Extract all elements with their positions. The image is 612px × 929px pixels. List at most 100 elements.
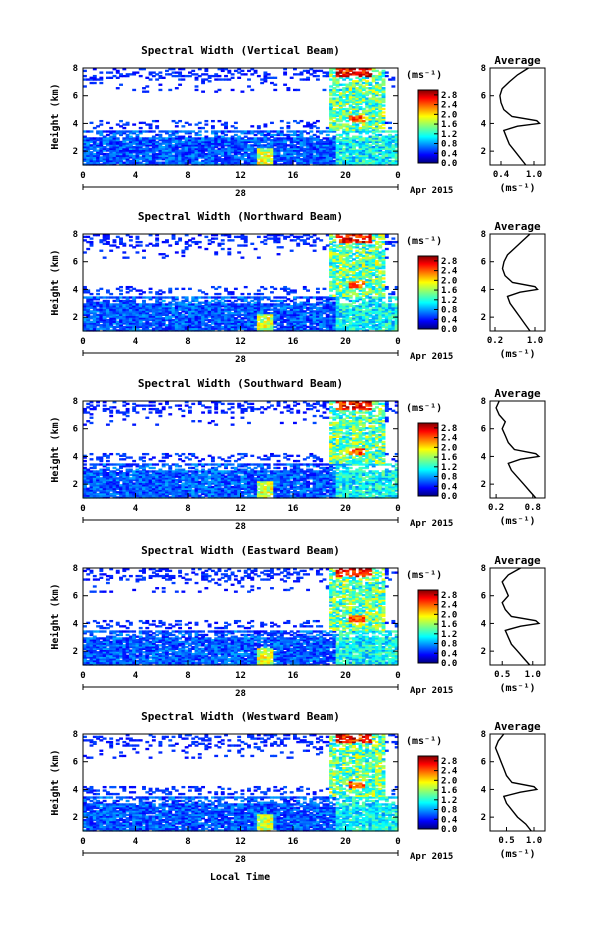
- heatmap-cell: [299, 73, 304, 76]
- heatmap-cell: [188, 151, 192, 154]
- heatmap-cell: [266, 149, 271, 152]
- heatmap-cell: [335, 151, 340, 154]
- heatmap-cell: [178, 156, 183, 159]
- heatmap-cell: [174, 130, 179, 133]
- heatmap-cell: [135, 154, 140, 157]
- heatmap-cell: [266, 73, 271, 76]
- heatmap-cell: [286, 126, 291, 130]
- heatmap-cell: [89, 151, 94, 154]
- heatmap-cell: [109, 145, 114, 149]
- heatmap-cell: [165, 132, 169, 135]
- heatmap-cell: [240, 158, 245, 161]
- heatmap-cell: [299, 158, 304, 161]
- heatmap-cell: [171, 156, 176, 159]
- heatmap-cell: [128, 145, 133, 149]
- heatmap-cell: [83, 463, 87, 466]
- heatmap-cell: [83, 156, 87, 159]
- heatmap-cell: [283, 163, 288, 166]
- heatmap-cell: [210, 125, 215, 128]
- heatmap-cell: [158, 154, 163, 157]
- heatmap-cell: [335, 145, 340, 149]
- heatmap-cell: [338, 116, 343, 119]
- heatmap-cell: [345, 151, 350, 154]
- heatmap-cell: [184, 132, 189, 135]
- heatmap-cell: [161, 130, 166, 133]
- heatmap-cell: [165, 145, 169, 149]
- heatmap-cell: [92, 139, 97, 142]
- heatmap-cell: [309, 156, 314, 159]
- heatmap-cell: [138, 161, 143, 164]
- heatmap-cell: [378, 156, 383, 159]
- heatmap-cell: [224, 154, 228, 157]
- heatmap-cell: [283, 145, 288, 149]
- heatmap-cell: [125, 149, 130, 152]
- heatmap-cell: [286, 152, 291, 156]
- heatmap-cell: [191, 139, 196, 142]
- heatmap-cell: [230, 76, 235, 79]
- heatmap-cell: [375, 159, 379, 163]
- heatmap-cell: [168, 154, 173, 157]
- heatmap-cell: [358, 161, 363, 164]
- heatmap-cell: [181, 154, 186, 157]
- heatmap-cell: [322, 137, 327, 140]
- heatmap-cell: [168, 144, 173, 147]
- heatmap-cell: [371, 111, 376, 114]
- heatmap-cell: [335, 93, 340, 97]
- heatmap-cell: [112, 163, 117, 166]
- heatmap-cell: [138, 156, 143, 159]
- heatmap-cell: [220, 132, 225, 135]
- heatmap-cell: [325, 159, 330, 163]
- heatmap-cell: [296, 137, 301, 140]
- heatmap-cell: [332, 68, 337, 71]
- heatmap-cell: [365, 100, 370, 104]
- heatmap-cell: [338, 145, 343, 149]
- heatmap-cell: [227, 149, 232, 152]
- heatmap-cell: [319, 130, 324, 133]
- heatmap-cell: [220, 163, 225, 166]
- heatmap-cell: [279, 144, 284, 147]
- heatmap-cell: [112, 161, 117, 164]
- heatmap-cell: [89, 159, 94, 163]
- heatmap-cell: [270, 121, 274, 125]
- heatmap-cell: [283, 140, 288, 144]
- heatmap-cell: [293, 145, 297, 149]
- heatmap-cell: [204, 247, 209, 251]
- heatmap-cell: [361, 109, 366, 112]
- heatmap-cell: [312, 244, 317, 247]
- heatmap-cell: [99, 163, 104, 166]
- heatmap-cell: [102, 130, 107, 133]
- heatmap-cell: [358, 151, 363, 154]
- heatmap-cell: [188, 71, 192, 74]
- heatmap-cell: [273, 287, 278, 291]
- heatmap-cell: [345, 68, 350, 71]
- date-day-label: 28: [235, 189, 246, 199]
- heatmap-cell: [207, 74, 212, 78]
- heatmap-cell: [105, 161, 110, 164]
- heatmap-cell: [148, 158, 153, 161]
- x-tick-label: 8: [185, 171, 190, 181]
- heatmap-cell: [204, 158, 209, 161]
- heatmap-cell: [368, 109, 373, 112]
- heatmap-cell: [165, 69, 169, 73]
- heatmap-cell: [306, 154, 311, 157]
- heatmap-cell: [375, 104, 379, 107]
- heatmap-cell: [338, 163, 343, 166]
- heatmap-cell: [204, 147, 209, 151]
- heatmap-cell: [348, 128, 353, 131]
- heatmap-cell: [361, 156, 366, 159]
- heatmap-cell: [358, 87, 363, 90]
- heatmap-cell: [132, 132, 137, 135]
- heatmap-cell: [381, 270, 386, 273]
- heatmap-cell: [122, 126, 127, 130]
- heatmap-cell: [191, 142, 196, 145]
- heatmap-cell: [348, 139, 353, 142]
- heatmap-cell: [266, 76, 271, 79]
- heatmap-cell: [352, 158, 356, 161]
- heatmap-cell: [299, 135, 304, 138]
- heatmap-cell: [371, 149, 376, 152]
- colorbar-tick-label: 2.4: [441, 267, 458, 277]
- heatmap-cell: [345, 113, 350, 116]
- heatmap-cell: [260, 145, 265, 149]
- heatmap-cell: [165, 130, 169, 133]
- heatmap-cell: [355, 156, 360, 159]
